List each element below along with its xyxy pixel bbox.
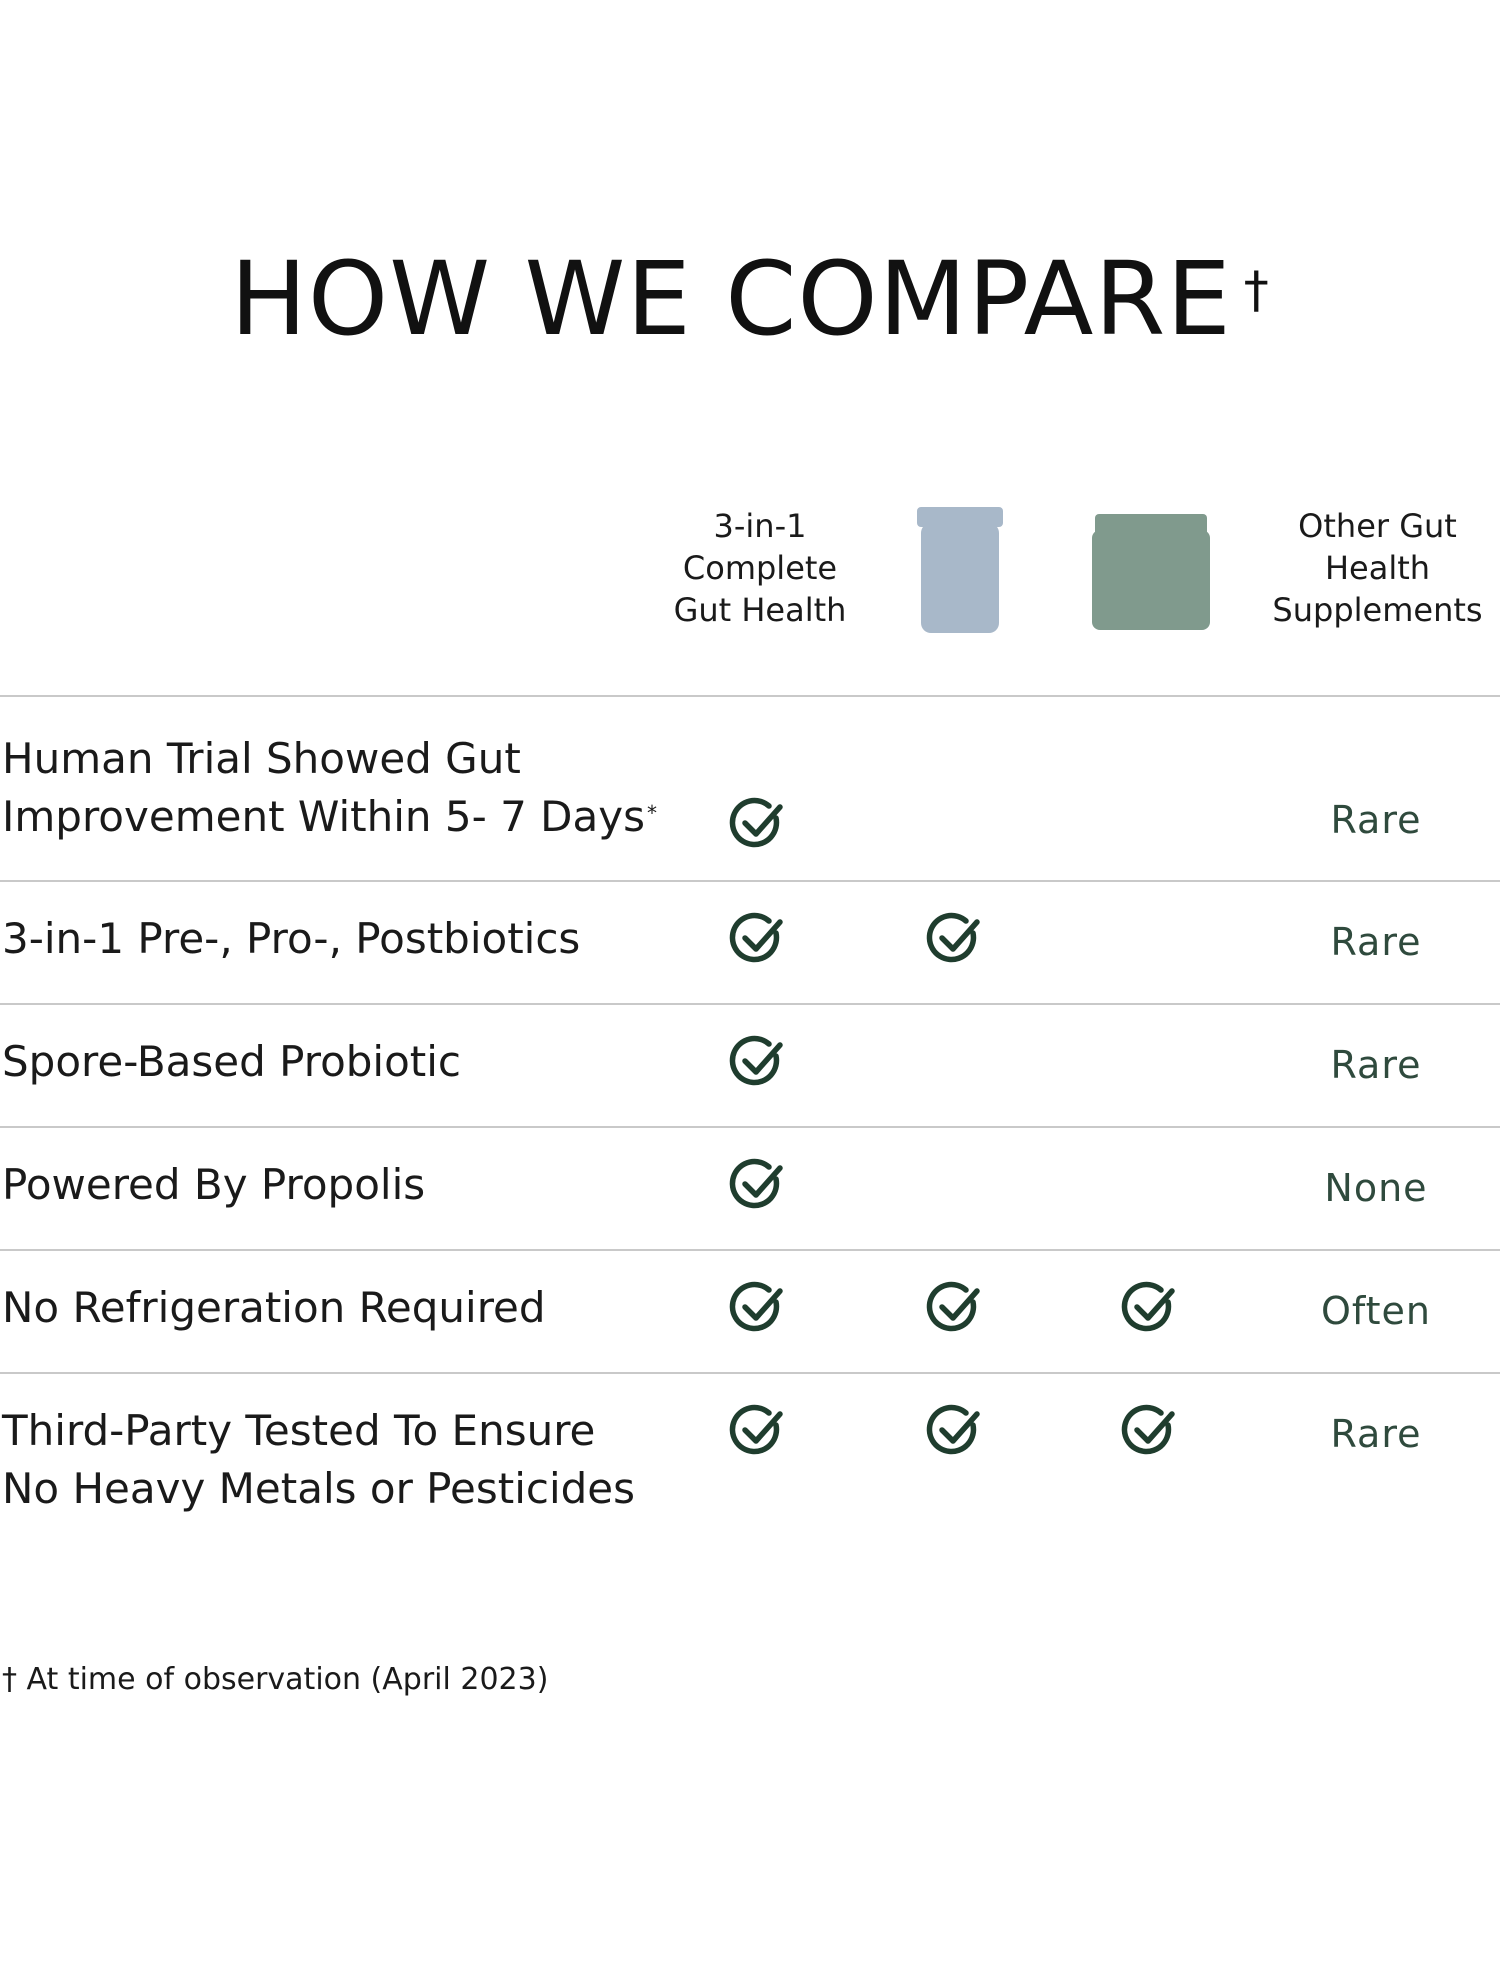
row-label: Powered By Propolis <box>2 1156 425 1214</box>
other-value: Rare <box>1330 1412 1422 1456</box>
other-value: Rare <box>1330 1043 1422 1087</box>
row-divider <box>0 1249 1500 1251</box>
row-divider <box>0 1003 1500 1005</box>
row-divider <box>0 1372 1500 1374</box>
page-title: HOW WE COMPARE † <box>0 240 1500 360</box>
row-label-text: Human Trial Showed Gut Improvement Withi… <box>2 734 646 841</box>
row-divider <box>0 1126 1500 1128</box>
check-icon <box>729 1158 783 1209</box>
jar-icon <box>1092 514 1210 630</box>
title-dagger: † <box>1243 261 1270 319</box>
check-icon <box>729 1035 783 1086</box>
check-icon <box>926 1404 980 1455</box>
check-icon <box>729 1404 783 1455</box>
row-label: 3-in-1 Pre-, Pro-, Postbiotics <box>2 910 580 968</box>
row-divider <box>0 880 1500 882</box>
check-icon <box>729 912 783 963</box>
check-icon <box>729 1281 783 1332</box>
row-label: Human Trial Showed Gut Improvement Withi… <box>2 730 657 846</box>
footnote: † At time of observation (April 2023) <box>2 1662 549 1697</box>
check-icon <box>1121 1281 1175 1332</box>
row-label-footnote-mark: * <box>647 801 658 825</box>
check-icon <box>729 797 783 848</box>
check-icon <box>926 912 980 963</box>
column-header-other: Other Gut Health Supplements <box>1272 507 1483 629</box>
row-divider <box>0 695 1500 697</box>
row-label-text: Spore-Based Probiotic <box>2 1037 462 1086</box>
row-label: No Refrigeration Required <box>2 1279 546 1337</box>
column-header-ours: 3-in-1 Complete Gut Health <box>673 507 847 629</box>
title-text: HOW WE COMPARE <box>230 240 1232 359</box>
check-icon <box>1121 1404 1175 1455</box>
row-label-text: No Refrigeration Required <box>2 1283 546 1332</box>
other-value: Rare <box>1330 920 1422 964</box>
check-icon <box>926 1281 980 1332</box>
bottle-icon <box>917 507 1003 633</box>
other-value: Rare <box>1330 798 1422 842</box>
other-value: Often <box>1321 1289 1431 1333</box>
row-label-text: Powered By Propolis <box>2 1160 426 1209</box>
row-label-text: Third-Party Tested To Ensure No Heavy Me… <box>2 1406 636 1513</box>
row-label-text: 3-in-1 Pre-, Pro-, Postbiotics <box>2 914 581 963</box>
row-label: Spore-Based Probiotic <box>2 1033 461 1091</box>
other-value: None <box>1324 1166 1428 1210</box>
row-label: Third-Party Tested To Ensure No Heavy Me… <box>2 1402 635 1518</box>
